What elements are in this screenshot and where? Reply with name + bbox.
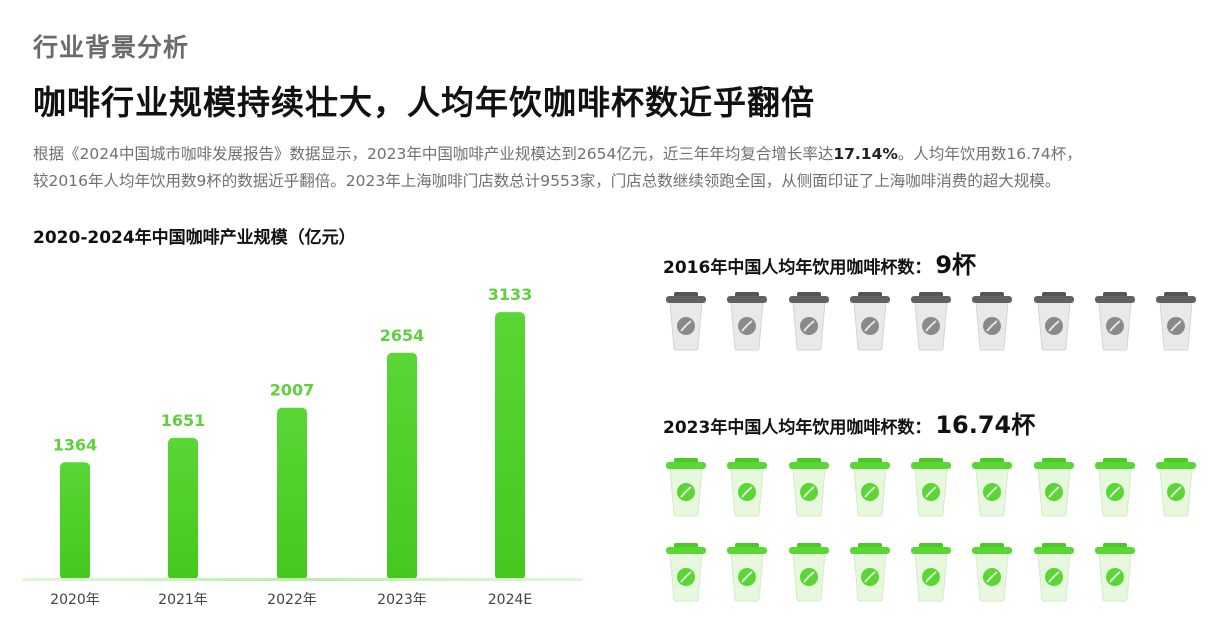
description-line2: 较2016年人均年饮用数9杯的数据近乎翻倍。2023年上海咖啡门店数总计9553… xyxy=(33,172,1061,190)
coffee-cup-icon xyxy=(666,458,706,517)
coffee-cup-icon xyxy=(850,543,890,602)
x-axis-baseline xyxy=(22,578,582,581)
coffee-cup-icon xyxy=(972,543,1012,602)
bar-chart: 1364 2020年 1651 2021年 2007 2022年 2654 2023年 3133… xyxy=(22,285,582,608)
bar-2020年 xyxy=(60,462,90,580)
cups-2016-value: 9杯 xyxy=(935,251,977,279)
coffee-cup-icon xyxy=(666,543,706,602)
description: 根据《2024中国城市咖啡发展报告》数据显示，2023年中国咖啡产业规模达到26… xyxy=(33,141,1208,195)
coffee-cup-icon xyxy=(1034,458,1074,517)
coffee-cup-icon xyxy=(1095,458,1135,517)
coffee-cup-icon xyxy=(727,292,767,351)
x-tick-label: 2024E xyxy=(488,592,532,608)
coffee-cup-icon xyxy=(727,458,767,517)
description-line1-post: 。人均年饮用数16.74杯， xyxy=(897,145,1082,163)
cups-2023-value: 16.74杯 xyxy=(935,411,1036,439)
x-tick-label: 2020年 xyxy=(50,592,100,608)
x-tick-label: 2023年 xyxy=(377,592,427,608)
x-tick-label: 2021年 xyxy=(158,592,208,608)
coffee-cup-icon xyxy=(911,458,951,517)
bar-value-label: 2654 xyxy=(380,326,425,345)
description-cagr: 17.14% xyxy=(833,145,898,163)
bar-2022年 xyxy=(277,407,307,580)
cups-2023-title: 2023年中国人均年饮用咖啡杯数： 16.74杯 xyxy=(663,405,1035,440)
bar-chart-title: 2020-2024年中国咖啡产业规模（亿元） xyxy=(33,228,356,248)
bar-value-label: 3133 xyxy=(488,285,533,304)
bar-2023年 xyxy=(387,352,417,580)
bar-value-label: 2007 xyxy=(270,381,315,400)
cups-2016-title: 2016年中国人均年饮用咖啡杯数： 9杯 xyxy=(663,245,976,280)
coffee-cup-icon xyxy=(1095,292,1135,351)
description-line1-pre: 根据《2024中国城市咖啡发展报告》数据显示，2023年中国咖啡产业规模达到26… xyxy=(33,145,834,163)
coffee-cup-icon xyxy=(850,458,890,517)
coffee-cup-icon xyxy=(727,543,767,602)
coffee-cup-icon xyxy=(911,543,951,602)
bar-2024E xyxy=(495,312,525,580)
coffee-cup-icon xyxy=(789,292,829,351)
x-tick-label: 2022年 xyxy=(267,592,317,608)
coffee-cup-icon xyxy=(911,292,951,351)
coffee-cup-icon xyxy=(789,543,829,602)
coffee-cup-icon xyxy=(972,292,1012,351)
coffee-cup-icon xyxy=(789,458,829,517)
coffee-cup-icon xyxy=(1156,292,1196,351)
bar-2021年 xyxy=(168,437,198,580)
headline: 咖啡行业规模持续壮大，人均年饮咖啡杯数近乎翻倍 xyxy=(33,83,815,122)
coffee-cup-icon xyxy=(1156,458,1196,517)
coffee-cup-icon xyxy=(666,292,706,351)
coffee-cup-icon xyxy=(1034,543,1074,602)
section-label: 行业背景分析 xyxy=(33,33,190,62)
cups-2016-title-text: 2016年中国人均年饮用咖啡杯数： xyxy=(663,258,932,278)
bar-value-label: 1364 xyxy=(53,435,98,454)
cups-2023-title-text: 2023年中国人均年饮用咖啡杯数： xyxy=(663,418,932,438)
bar-value-label: 1651 xyxy=(161,411,206,430)
coffee-cup-icon xyxy=(972,458,1012,517)
coffee-cup-icon xyxy=(850,292,890,351)
coffee-cup-icon xyxy=(1095,543,1135,602)
coffee-cup-icon xyxy=(1034,292,1074,351)
